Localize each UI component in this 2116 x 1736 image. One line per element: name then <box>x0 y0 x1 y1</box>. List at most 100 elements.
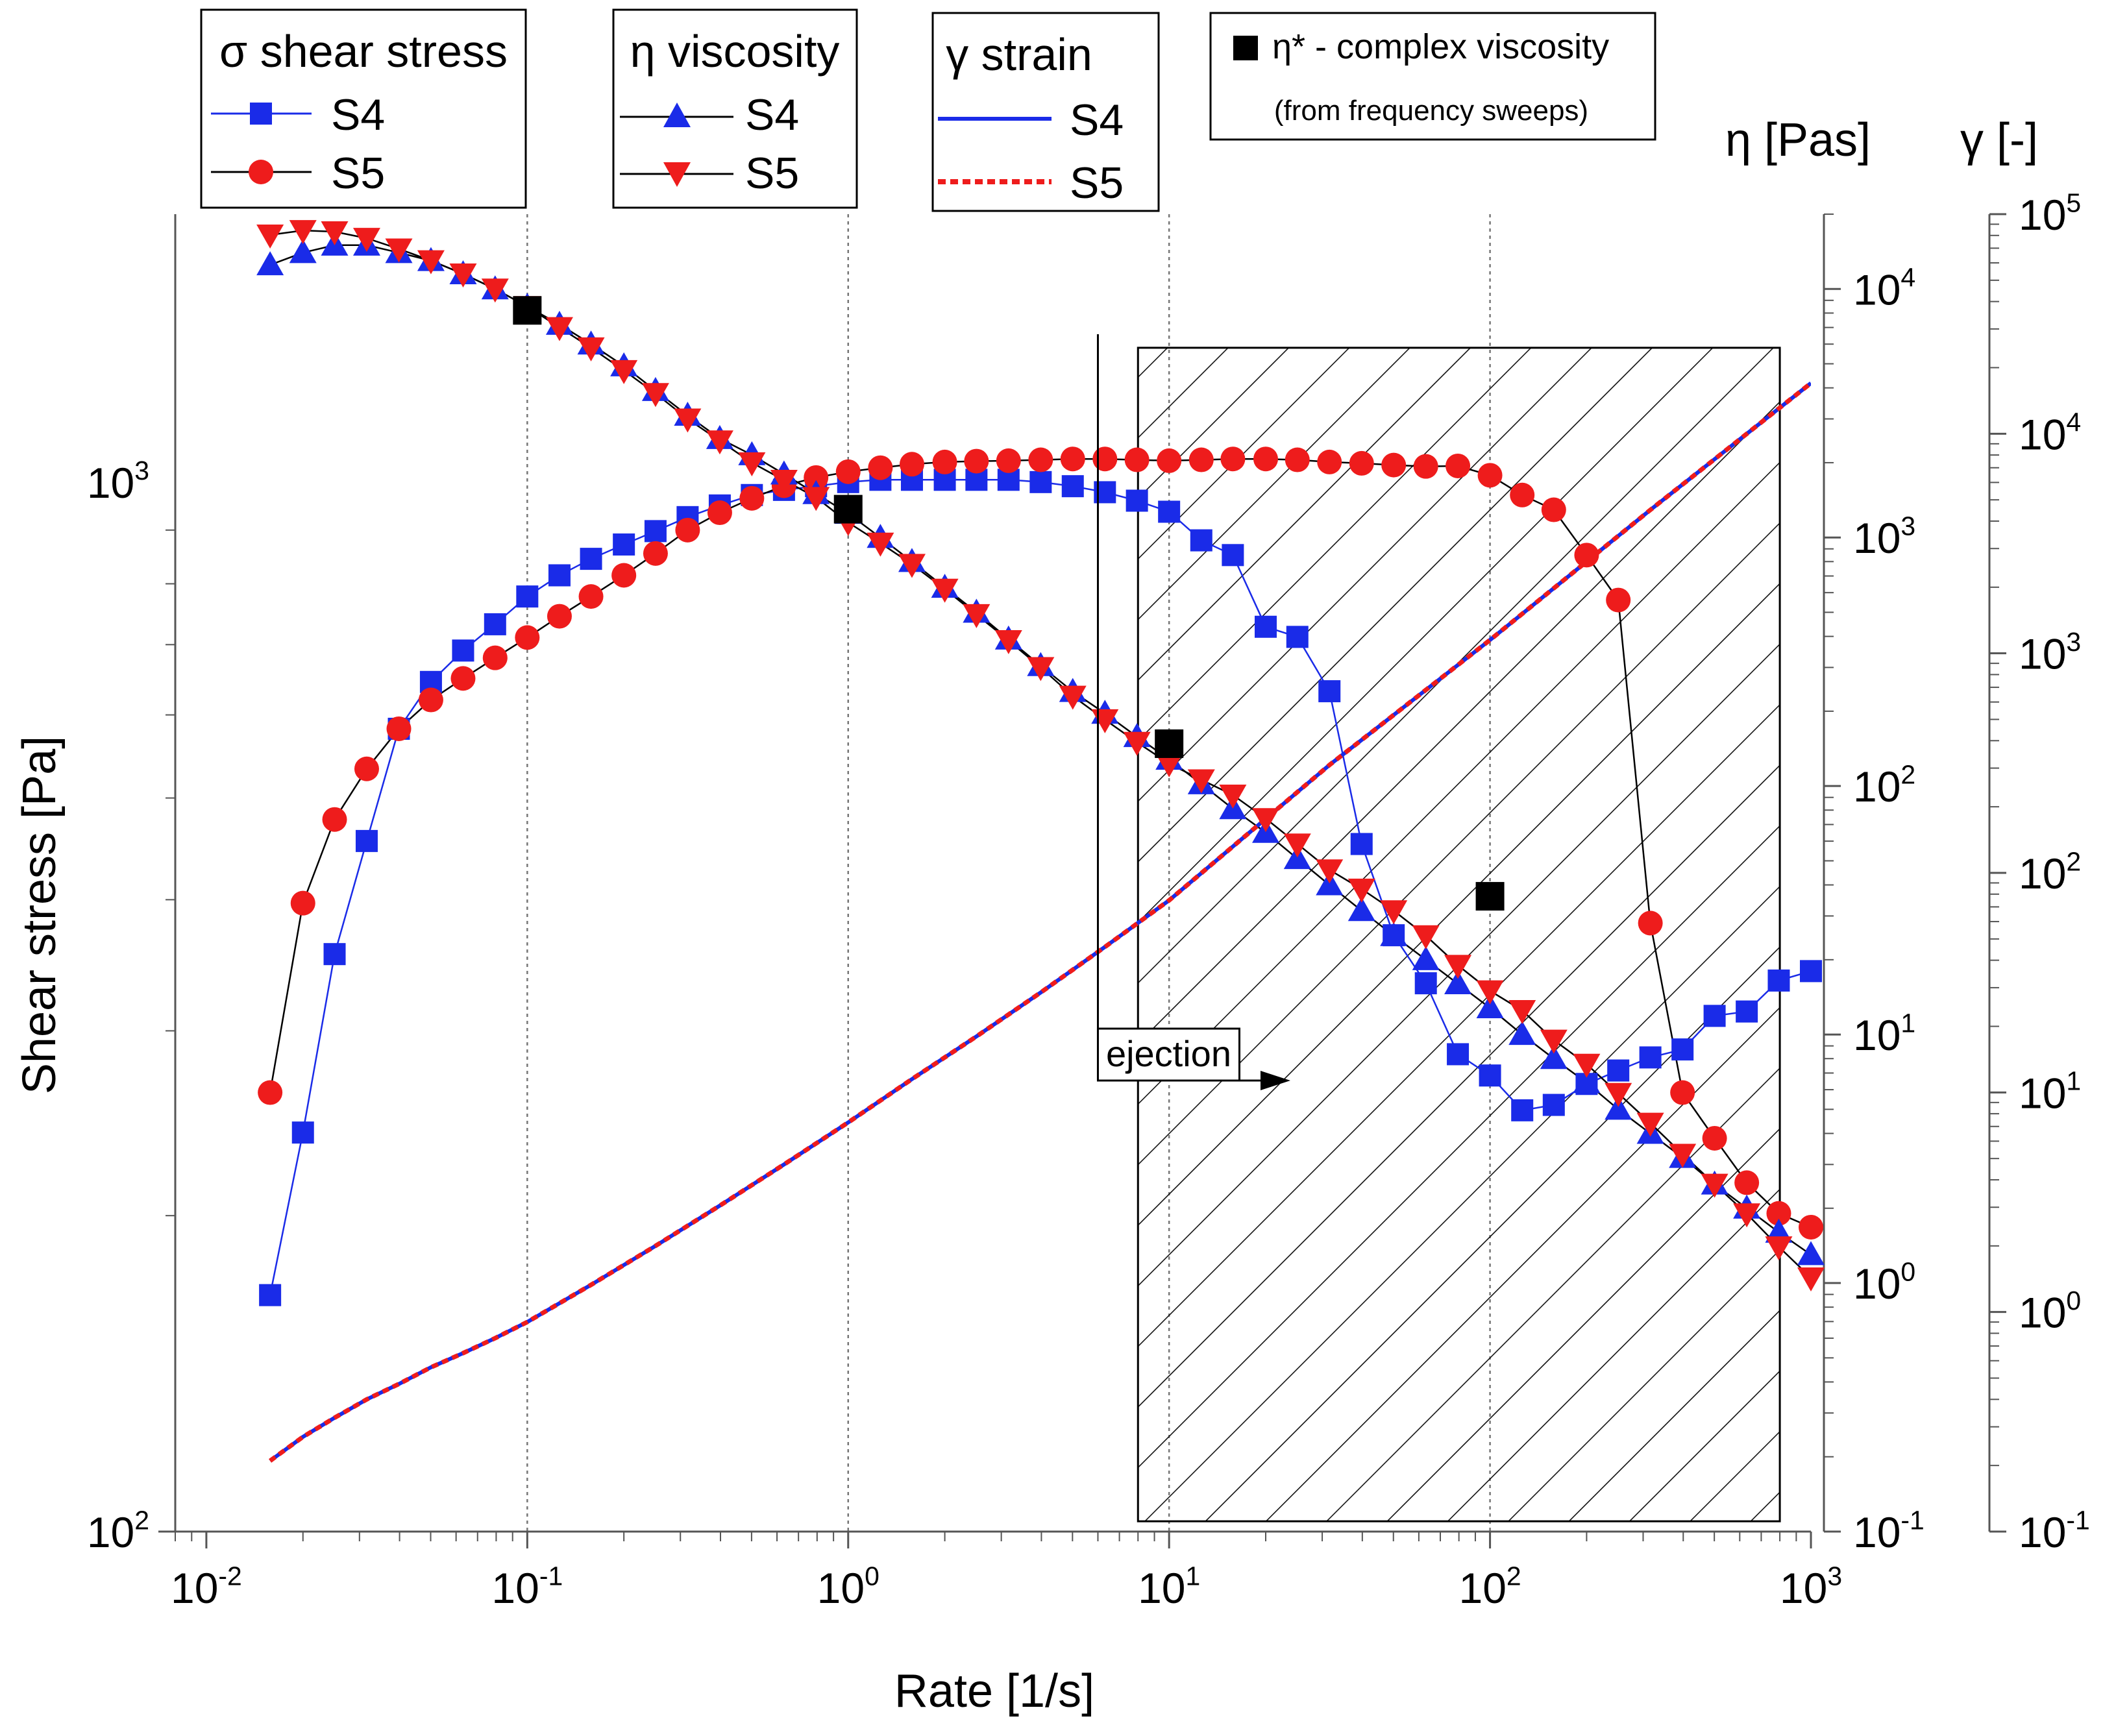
viscosity-s5-point <box>674 408 702 433</box>
stress-s4-point <box>1029 471 1052 493</box>
viscosity-s5-point <box>963 604 990 628</box>
series-markers <box>256 220 1825 1306</box>
legend-stress-s5: S5 <box>331 149 385 198</box>
stress-s5-point <box>482 645 508 670</box>
viscosity-s5-point <box>1027 657 1055 681</box>
viscosity-s5-point <box>1316 859 1344 884</box>
stress-s5-point <box>354 756 379 781</box>
stress-s4-point <box>1671 1038 1694 1061</box>
viscosity-s5-point <box>1059 685 1087 710</box>
y-tick-label: 102 <box>87 1505 149 1556</box>
y3-tick-label: 104 <box>2019 408 2081 459</box>
viscosity-s5-point <box>577 337 605 361</box>
stress-s4-point <box>548 564 571 587</box>
stress-s5-point <box>1317 449 1342 474</box>
viscosity-s5-point <box>1380 900 1408 925</box>
stress-s5-point <box>1253 446 1278 472</box>
stress-s5-point <box>643 541 668 566</box>
stress-s4-point <box>1255 615 1277 638</box>
legend-stress-s5-marker <box>249 160 273 184</box>
viscosity-s5-point <box>1605 1082 1632 1107</box>
legend-viscosity-s4-marker <box>663 103 691 127</box>
stress-s4-point <box>355 829 378 852</box>
x-tick-label: 10-2 <box>171 1561 242 1612</box>
stress-s4-point <box>613 533 635 556</box>
viscosity-s5-point <box>610 360 638 384</box>
viscosity-s4-point <box>1412 946 1440 970</box>
stress-s5-point <box>1799 1214 1823 1240</box>
viscosity-s5-point <box>289 220 317 245</box>
stress-s5-point <box>1574 543 1599 568</box>
viscosity-s5-point <box>1444 955 1472 979</box>
stress-s5-point <box>611 563 637 588</box>
viscosity-s5-point <box>352 228 380 252</box>
legend-viscosity-s4: S4 <box>745 90 799 140</box>
viscosity-s5-point <box>1540 1029 1568 1054</box>
viscosity-s4-point <box>1347 897 1375 922</box>
stress-s4-point <box>1061 475 1084 498</box>
viscosity-s5-point <box>1476 980 1504 1005</box>
legend-viscosity-title: η viscosity <box>630 26 840 77</box>
stress-s5-point <box>1381 452 1407 478</box>
legend-viscosity-s5: S5 <box>745 149 799 198</box>
stress-s5-point <box>418 687 443 713</box>
stress-s5-point <box>932 449 957 474</box>
viscosity-s5-point <box>1765 1236 1793 1261</box>
legend-viscosity: η viscosity S4 S5 <box>612 8 858 209</box>
stress-s4-point <box>1350 833 1373 855</box>
x-tick-label: 10-1 <box>491 1561 563 1612</box>
viscosity-s5-point <box>1347 878 1375 903</box>
complex-viscosity-point <box>1475 882 1505 911</box>
viscosity-s5-point <box>706 430 733 455</box>
complex-viscosity-point <box>1155 729 1184 758</box>
stress-s5-point <box>1446 453 1471 478</box>
stress-s5-point <box>1606 587 1631 613</box>
viscosity-s5-point <box>994 630 1022 654</box>
stress-s4-point <box>1479 1064 1501 1087</box>
legend-strain-s4: S4 <box>1070 95 1124 145</box>
y2-tick-label: 102 <box>1853 759 1915 811</box>
stress-s5-point <box>1670 1080 1695 1105</box>
stress-s5-point <box>739 485 765 511</box>
viscosity-s5-point <box>545 317 573 341</box>
stress-s5-point <box>1541 497 1566 522</box>
stress-s5-point <box>1092 446 1118 472</box>
stress-s5-point <box>450 666 476 691</box>
stress-s4-point <box>291 1121 314 1144</box>
y2-tick-label: 104 <box>1853 263 1915 314</box>
stress-s4-point <box>484 613 506 635</box>
stress-s4-point <box>1190 529 1212 552</box>
stress-s5-point <box>1510 482 1535 507</box>
viscosity-s4-point <box>1573 1069 1601 1094</box>
y3-tick-label: 102 <box>2019 846 2081 898</box>
axes: 10-2 10-1 100 101 102 10310210310-11001011021… <box>87 188 2090 1612</box>
viscosity-s4-point <box>1508 1021 1536 1045</box>
stress-s5-point <box>996 448 1021 473</box>
ejection-annotation: ejection <box>1096 334 1290 1090</box>
viscosity-s5-point <box>1797 1267 1825 1291</box>
viscosity-s5-point <box>1636 1112 1664 1137</box>
stress-s5-point <box>1702 1125 1727 1151</box>
hatched-region <box>1137 347 1781 1522</box>
legend-viscosity-s5-marker <box>663 162 691 187</box>
stress-s4-point <box>1736 1000 1758 1023</box>
y2-tick-label: 100 <box>1853 1256 1915 1308</box>
stress-s5-point <box>675 517 700 543</box>
stress-s5-point <box>578 584 604 609</box>
y3-tick-label: 10-1 <box>2019 1505 2090 1556</box>
legend-stress-s4: S4 <box>331 90 385 140</box>
stress-s4-point <box>1607 1059 1630 1082</box>
stress-s5-point <box>1220 446 1246 472</box>
legend-shear-stress: σ shear stress S4 S5 <box>200 8 527 209</box>
viscosity-s5-point <box>738 452 766 476</box>
stress-s5-point <box>868 455 893 480</box>
viscosity-s4-point <box>1797 1241 1825 1265</box>
legend-strain-s5: S5 <box>1070 158 1124 208</box>
legend-complex-note: (from frequency sweeps) <box>1274 95 1588 127</box>
strain-line-s5 <box>269 381 1811 1463</box>
x-tick-label: 102 <box>1458 1561 1521 1612</box>
stress-s5-point <box>258 1080 283 1105</box>
stress-s4-point <box>1703 1005 1726 1027</box>
viscosity-s5-point <box>385 238 413 263</box>
